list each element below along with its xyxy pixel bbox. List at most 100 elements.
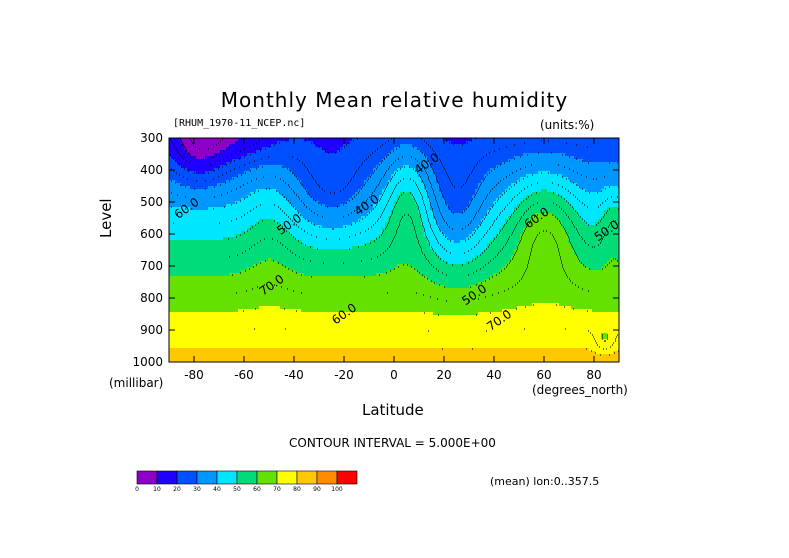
contour-cell: [349, 207, 353, 211]
contour-cell: [529, 195, 533, 199]
contour-cell: [580, 234, 584, 238]
contour-cell: [493, 207, 497, 211]
contour-cell: [388, 168, 392, 172]
contour-cell: [517, 174, 521, 178]
contour-cell: [460, 177, 464, 181]
contour-cell: [367, 231, 371, 235]
contour-cell: [424, 159, 428, 163]
contour-cell: [427, 156, 431, 160]
contour-cell: [457, 234, 461, 238]
contour-cell: [400, 138, 404, 142]
contour-cell: [208, 237, 212, 241]
contour-cell: [388, 189, 392, 193]
contour-cell: [226, 183, 230, 187]
contour-cell: [322, 234, 326, 238]
contour-cell: [364, 207, 368, 211]
contour-cell: [583, 180, 587, 184]
contour-cell: [313, 192, 317, 196]
contour-cell: [439, 231, 443, 235]
contour-cell: [280, 207, 284, 211]
contour-cell: [463, 219, 467, 223]
contour-cell: [349, 183, 353, 187]
contour-cell: [229, 204, 233, 208]
contour-cell: [178, 222, 182, 226]
contour-cell: [352, 219, 356, 223]
contour-cell: [484, 225, 488, 229]
contour-cell: [361, 168, 365, 172]
contour-cell: [442, 225, 446, 229]
contour-cell: [367, 189, 371, 193]
contour-cell: [406, 213, 410, 217]
contour-cell: [415, 213, 419, 217]
contour-cell: [349, 225, 353, 229]
contour-cell: [457, 144, 461, 148]
contour-cell: [295, 150, 299, 154]
contour-cell: [595, 183, 599, 187]
contour-cell: [262, 180, 266, 184]
contour-cell: [580, 192, 584, 196]
contour-cell: [304, 228, 308, 232]
contour-cell: [454, 141, 458, 145]
contour-cell: [283, 168, 287, 172]
contour-cell: [235, 165, 239, 169]
contour-cell: [295, 156, 299, 160]
contour-cell: [508, 186, 512, 190]
contour-cell: [319, 156, 323, 160]
contour-cell: [202, 216, 206, 220]
contour-cell: [457, 180, 461, 184]
contour-cell: [322, 222, 326, 226]
contour-cell: [343, 198, 347, 202]
contour-cell: [532, 207, 536, 211]
contour-cell: [475, 150, 479, 154]
contour-cell: [421, 174, 425, 178]
contour-cell: [394, 144, 398, 148]
contour-cell: [190, 186, 194, 190]
contour-cell: [316, 228, 320, 232]
contour-cell: [352, 210, 356, 214]
contour-cell: [400, 156, 404, 160]
contour-cell: [517, 177, 521, 181]
contour-cell: [280, 237, 284, 241]
contour-cell: [580, 180, 584, 184]
contour-cell: [532, 189, 536, 193]
contour-cell: [589, 168, 593, 172]
contour-cell: [307, 225, 311, 229]
contour-cell: [397, 162, 401, 166]
contour-cell: [550, 147, 554, 151]
contour-cell: [340, 177, 344, 181]
contour-cell: [208, 222, 212, 226]
contour-cell: [583, 234, 587, 238]
contour-cell: [343, 144, 347, 148]
contour-cell: [595, 153, 599, 157]
contour-cell: [373, 165, 377, 169]
contour-cell: [256, 183, 260, 187]
contour-cell: [253, 174, 257, 178]
contour-cell: [544, 171, 548, 175]
contour-cell: [307, 180, 311, 184]
contour-cell: [178, 159, 182, 163]
contour-cell: [214, 177, 218, 181]
contour-cell: [352, 171, 356, 175]
contour-cell: [394, 174, 398, 178]
contour-cell: [205, 234, 209, 238]
contour-cell: [523, 228, 527, 232]
contour-cell: [280, 150, 284, 154]
contour-cell: [607, 147, 611, 151]
contour-cell: [367, 138, 371, 142]
contour-cell: [175, 162, 179, 166]
contour-cell: [196, 228, 200, 232]
contour-cell: [412, 216, 416, 220]
contour-cell: [472, 192, 476, 196]
contour-cell: [307, 177, 311, 181]
contour-cell: [265, 156, 269, 160]
contour-cell: [268, 201, 272, 205]
contour-cell: [490, 141, 494, 145]
contour-cell: [532, 192, 536, 196]
contour-cell: [466, 216, 470, 220]
contour-cell: [466, 153, 470, 157]
contour-cell: [352, 228, 356, 232]
contour-cell: [190, 141, 194, 145]
contour-cell: [451, 234, 455, 238]
contour-cell: [517, 225, 521, 229]
contour-cell: [199, 153, 203, 157]
